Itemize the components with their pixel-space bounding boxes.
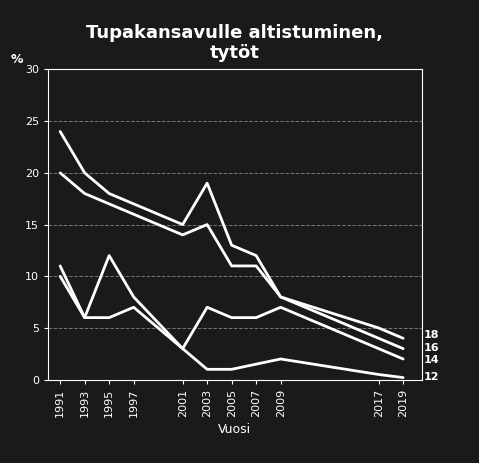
Text: 12: 12: [423, 372, 439, 382]
Text: %: %: [11, 53, 23, 66]
X-axis label: Vuosi: Vuosi: [218, 423, 251, 436]
Text: 14: 14: [423, 355, 439, 365]
Text: 18: 18: [423, 330, 439, 340]
Text: 16: 16: [423, 343, 439, 353]
Title: Tupakansavulle altistuminen,
tytöt: Tupakansavulle altistuminen, tytöt: [86, 24, 383, 63]
